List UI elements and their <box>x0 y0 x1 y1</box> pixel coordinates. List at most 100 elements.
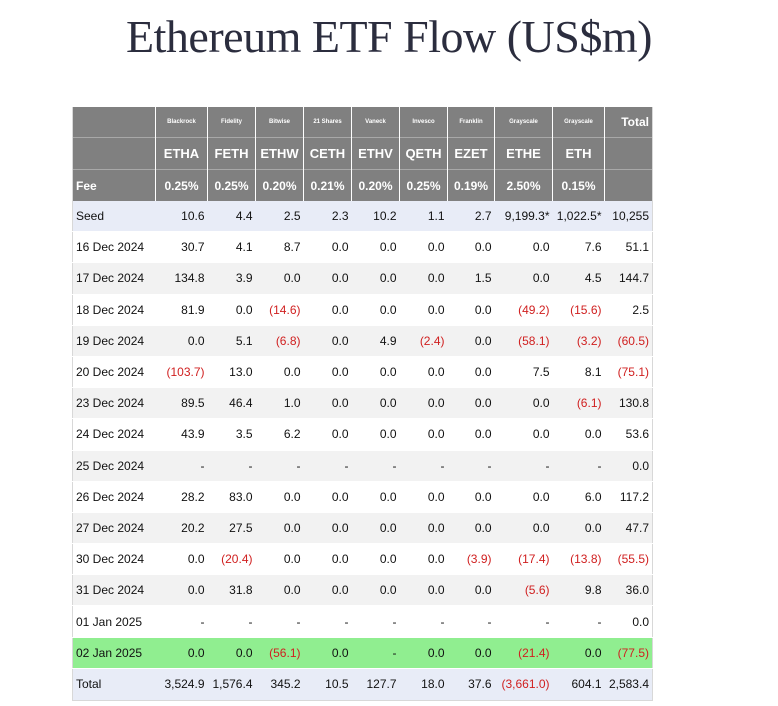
flow-value-cell: 0.0 <box>207 637 256 669</box>
flow-value-cell: (15.6) <box>552 294 605 326</box>
flow-value-cell: 0.0 <box>155 543 208 576</box>
row-date-label: Total <box>72 668 156 701</box>
flow-value-cell: (6.1) <box>552 387 605 420</box>
flow-value-cell: (14.6) <box>255 294 304 326</box>
fee-value: 0.25% <box>155 169 208 201</box>
flow-value-cell: 0.0 <box>351 356 400 389</box>
flow-value-cell: 0.0 <box>351 262 400 295</box>
flow-value-cell: 3.5 <box>207 418 256 451</box>
row-date-label: 31 Dec 2024 <box>72 574 156 607</box>
flow-value-cell: - <box>303 605 352 638</box>
flow-value-cell: - <box>155 450 208 482</box>
table-row: 27 Dec 2024 20.2 27.5 0.0 0.0 0.0 0.0 0.0 0.0 0.0… <box>72 512 653 545</box>
ticker-header-row: ETHA FETH ETHW CETH ETHV QETH EZET ETHE ETH <box>72 137 653 170</box>
row-date-label: 23 Dec 2024 <box>72 387 156 420</box>
flow-value-cell: 0.0 <box>255 512 304 545</box>
flow-value-cell: 0.0 <box>552 637 605 669</box>
table-row: 23 Dec 2024 89.5 46.4 1.0 0.0 0.0 0.0 0.0 0.0 (6.… <box>72 387 653 420</box>
flow-value-cell: 0.0 <box>399 512 448 545</box>
flow-value-cell: (13.8) <box>552 543 605 576</box>
flow-value-cell: 30.7 <box>155 231 208 264</box>
row-date-label: Seed <box>72 201 156 233</box>
flow-value-cell: 10.2 <box>351 201 400 233</box>
table-row: 18 Dec 2024 81.9 0.0 (14.6) 0.0 0.0 0.0 0.0 (49.… <box>72 294 653 326</box>
flow-value-cell: 0.0 <box>447 418 495 451</box>
flow-value-cell: 1.0 <box>255 387 304 420</box>
flow-value-cell: 0.0 <box>155 325 208 357</box>
flow-value-cell: 0.0 <box>303 325 352 357</box>
row-date-label: 17 Dec 2024 <box>72 262 156 295</box>
flow-value-cell: 1,022.5* <box>552 201 605 233</box>
flow-value-cell: 27.5 <box>207 512 256 545</box>
row-date-label: 20 Dec 2024 <box>72 356 156 389</box>
flow-value-cell: 10.6 <box>155 201 208 233</box>
ticker-header: ETHA <box>155 137 208 170</box>
flow-value-cell: 0.0 <box>447 574 495 607</box>
flow-value-cell: 0.0 <box>303 387 352 420</box>
row-total-cell: 2,583.4 <box>604 668 653 701</box>
ticker-header: EZET <box>447 137 495 170</box>
flow-value-cell: 0.0 <box>447 387 495 420</box>
flow-value-cell: 7.5 <box>494 356 553 389</box>
flow-value-cell: 0.0 <box>399 262 448 295</box>
flow-value-cell: (49.2) <box>494 294 553 326</box>
flow-value-cell: 0.0 <box>303 294 352 326</box>
flow-value-cell: (20.4) <box>207 543 256 576</box>
row-date-label: 26 Dec 2024 <box>72 481 156 513</box>
row-total-cell: 130.8 <box>604 387 653 420</box>
ticker-header: ETHV <box>351 137 400 170</box>
flow-value-cell: 0.0 <box>255 543 304 576</box>
row-total-cell: 0.0 <box>604 450 653 482</box>
flow-value-cell: 0.0 <box>494 231 553 264</box>
flow-value-cell: 0.0 <box>303 543 352 576</box>
flow-value-cell: (3,661.0) <box>494 668 553 701</box>
flow-value-cell: 0.0 <box>207 294 256 326</box>
issuer-header: Grayscale <box>552 107 605 138</box>
flow-value-cell: 0.0 <box>552 512 605 545</box>
issuer-header: Invesco <box>399 107 448 138</box>
flow-value-cell: 0.0 <box>303 637 352 669</box>
fee-value: 0.19% <box>447 169 495 201</box>
flow-value-cell: 0.0 <box>351 574 400 607</box>
flow-value-cell: (21.4) <box>494 637 553 669</box>
ticker-header: ETHE <box>494 137 553 170</box>
flow-value-cell: 0.0 <box>255 356 304 389</box>
flow-value-cell: - <box>399 605 448 638</box>
flow-value-cell: 0.0 <box>255 481 304 513</box>
flow-value-cell: 0.0 <box>351 543 400 576</box>
row-total-cell: (60.5) <box>604 325 653 357</box>
flow-value-cell: 0.0 <box>303 481 352 513</box>
flow-value-cell: 345.2 <box>255 668 304 701</box>
flow-value-cell: 0.0 <box>447 481 495 513</box>
flow-value-cell: (6.8) <box>255 325 304 357</box>
flow-value-cell: 0.0 <box>447 325 495 357</box>
flow-value-cell: 0.0 <box>399 418 448 451</box>
flow-value-cell: 0.0 <box>303 231 352 264</box>
flow-value-cell: 0.0 <box>399 574 448 607</box>
fee-label: Fee <box>72 169 156 201</box>
row-date-label: 01 Jan 2025 <box>72 605 156 638</box>
header-corner-cell <box>72 107 156 138</box>
fee-value: 0.20% <box>351 169 400 201</box>
table-row: 25 Dec 2024- - - - - - - - -0.0 <box>72 450 653 482</box>
flow-value-cell: 0.0 <box>351 418 400 451</box>
row-date-label: 25 Dec 2024 <box>72 450 156 482</box>
flow-value-cell: 28.2 <box>155 481 208 513</box>
flow-value-cell: 0.0 <box>399 231 448 264</box>
flow-value-cell: - <box>207 450 256 482</box>
total-header: Total <box>604 107 653 138</box>
row-total-cell: 10,255 <box>604 201 653 233</box>
table-row: 02 Jan 2025 0.0 0.0 (56.1) 0.0-0.0 0.0 (21.4) 0… <box>72 637 653 669</box>
flow-value-cell: 13.0 <box>207 356 256 389</box>
flow-value-cell: 8.7 <box>255 231 304 264</box>
flow-value-cell: 0.0 <box>494 481 553 513</box>
flow-value-cell: 6.0 <box>552 481 605 513</box>
ticker-header: ETHW <box>255 137 304 170</box>
row-date-label: 19 Dec 2024 <box>72 325 156 357</box>
etf-flow-table: Blackrock Fidelity Bitwise 21 Shares Vaneck I… <box>72 107 653 701</box>
table-row: 01 Jan 2025- - - - - - - - -0.0 <box>72 605 653 638</box>
flow-value-cell: 127.7 <box>351 668 400 701</box>
ticker-header: QETH <box>399 137 448 170</box>
flow-value-cell: 0.0 <box>303 418 352 451</box>
page-title: Ethereum ETF Flow (US$m) <box>126 11 652 62</box>
